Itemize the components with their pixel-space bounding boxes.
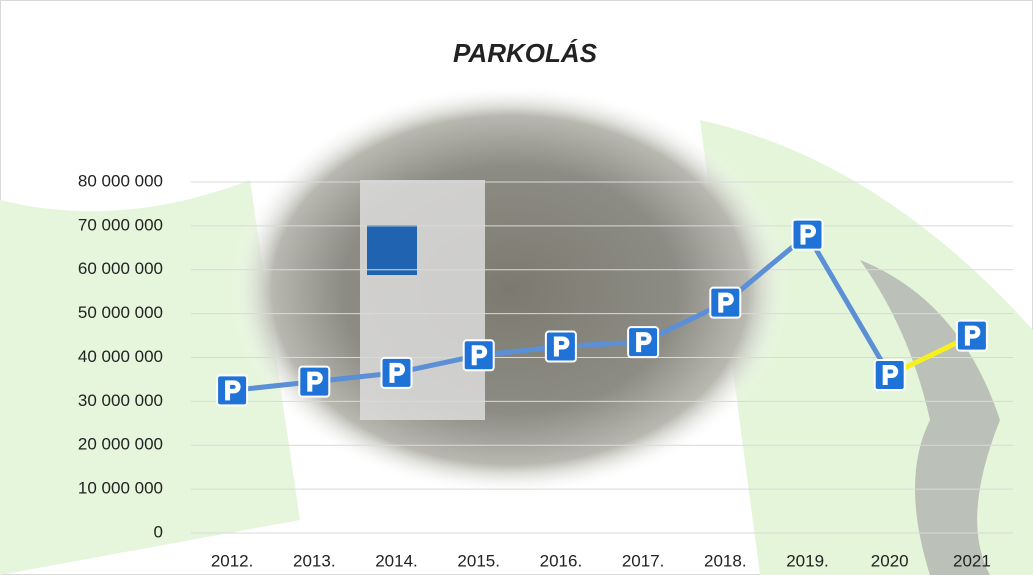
chart-title: PARKOLÁS bbox=[453, 38, 598, 68]
y-tick-label: 60 000 000 bbox=[78, 259, 163, 278]
x-tick-label: 2021 bbox=[953, 551, 991, 570]
marker bbox=[217, 375, 247, 405]
x-tick-label: 2020 bbox=[871, 551, 909, 570]
x-tick-label: 2012. bbox=[211, 551, 254, 570]
marker bbox=[464, 340, 494, 370]
x-tick-label: 2013. bbox=[293, 551, 336, 570]
marker bbox=[793, 220, 823, 250]
chart: PARKOLÁS 0 10 000 000 20 000 000 30 000 000… bbox=[0, 0, 1033, 575]
y-tick-label: 40 000 000 bbox=[78, 347, 163, 366]
marker bbox=[875, 360, 905, 390]
y-tick-label: 50 000 000 bbox=[78, 303, 163, 322]
x-tick-label: 2014. bbox=[375, 551, 418, 570]
marker bbox=[628, 327, 658, 357]
y-tick-label: 80 000 000 bbox=[78, 171, 163, 190]
x-tick-label: 2018. bbox=[704, 551, 747, 570]
x-tick-label: 2015. bbox=[457, 551, 500, 570]
x-tick-label: 2016. bbox=[540, 551, 583, 570]
y-tick-label: 20 000 000 bbox=[78, 435, 163, 454]
marker bbox=[546, 332, 576, 362]
marker bbox=[957, 321, 987, 351]
y-tick-label: 30 000 000 bbox=[78, 391, 163, 410]
x-tick-label: 2019. bbox=[786, 551, 829, 570]
marker bbox=[710, 288, 740, 318]
marker bbox=[299, 367, 329, 397]
y-tick-label: 10 000 000 bbox=[78, 479, 163, 498]
x-tick-label: 2017. bbox=[622, 551, 665, 570]
y-tick-label: 0 bbox=[154, 522, 163, 541]
y-tick-label: 70 000 000 bbox=[78, 215, 163, 234]
marker bbox=[382, 358, 412, 388]
